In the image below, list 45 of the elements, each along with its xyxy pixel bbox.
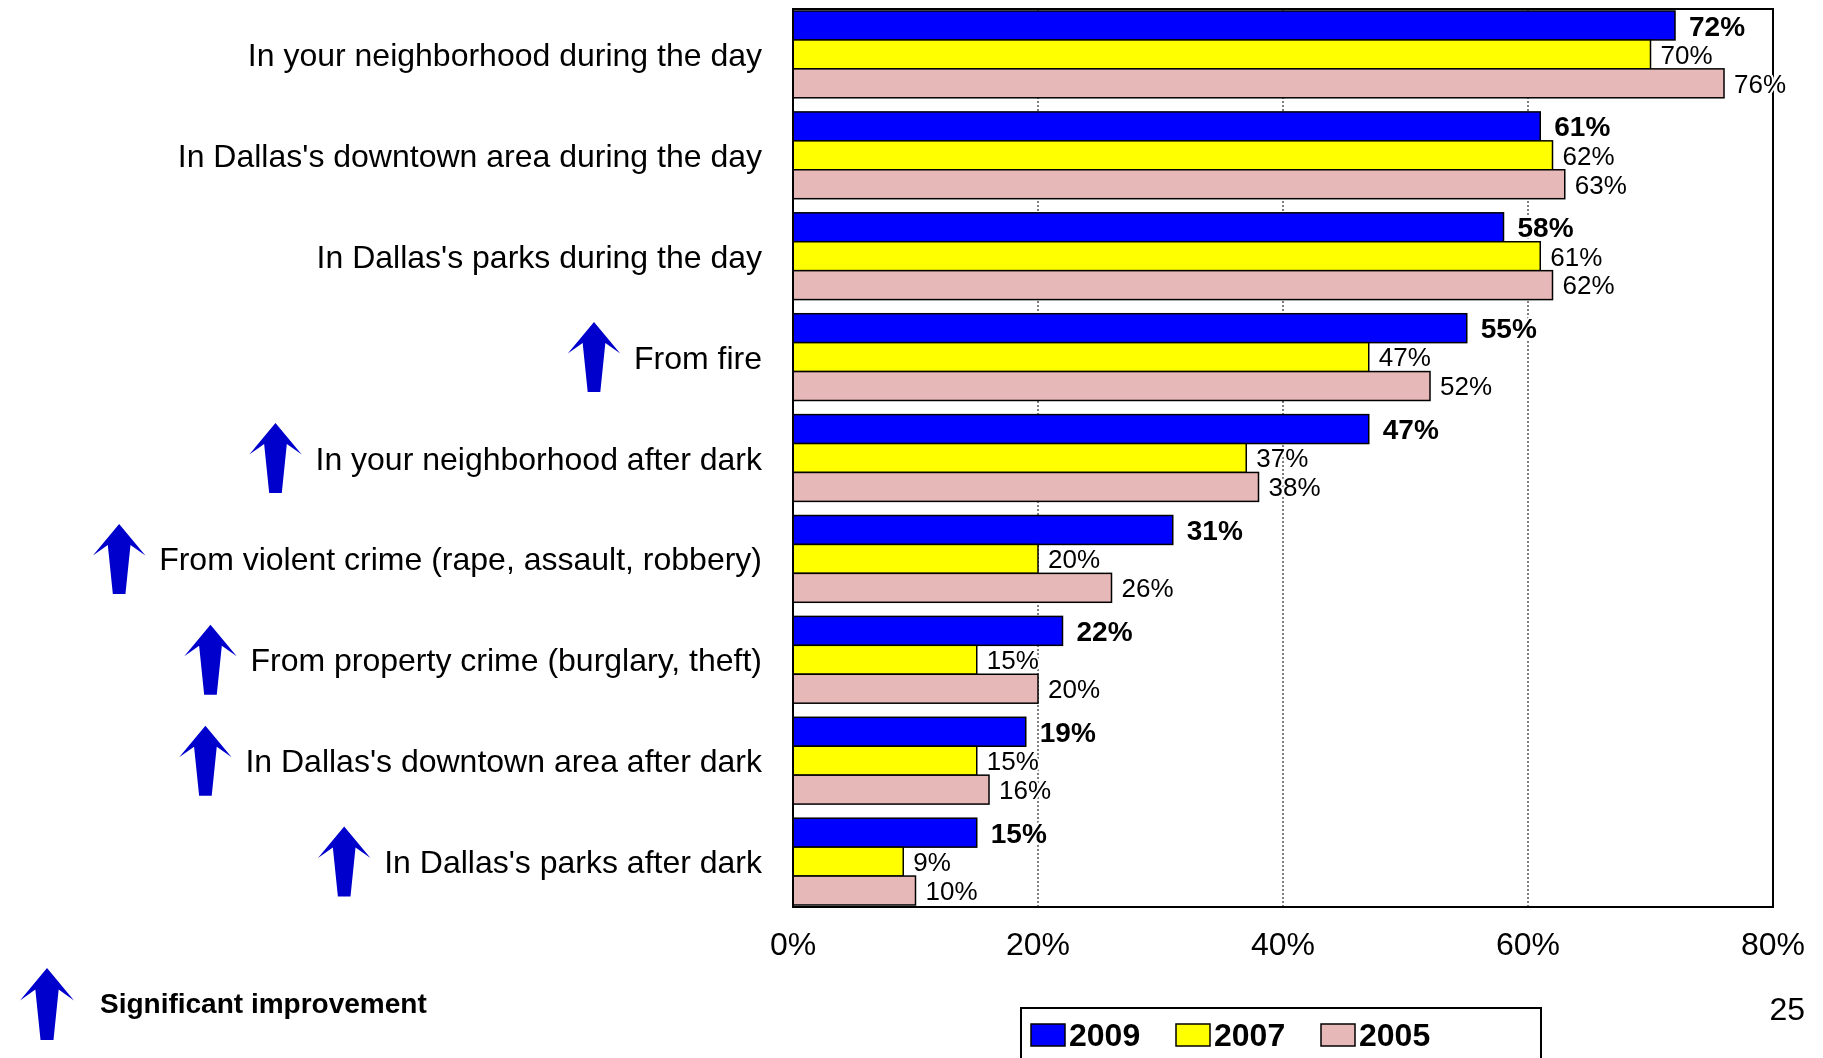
data-label: 9% [913,846,951,877]
y-tick-label: In your neighborhood during the day [247,36,762,73]
data-label: 16% [999,774,1052,805]
data-label: 61% [1550,241,1603,272]
data-label: 37% [1256,443,1309,474]
data-label: 20% [1048,674,1101,705]
data-label: 55% [1480,313,1537,345]
data-label: 19% [1039,716,1096,748]
data-label: 63% [1574,169,1627,200]
y-tick-label: In Dallas's parks during the day [316,238,762,275]
x-tick-label: 20% [1005,926,1071,962]
data-label: 26% [1121,573,1174,604]
data-label: 62% [1562,140,1615,171]
legend-label: 2009 [1069,1017,1141,1053]
legend-label: 2005 [1359,1017,1431,1053]
x-tick-label: 0% [769,926,817,962]
data-label: 15% [990,817,1047,849]
data-label: 15% [986,645,1039,676]
x-tick-label: 40% [1250,926,1316,962]
data-label: 62% [1562,270,1615,301]
y-tick-label: In Dallas's downtown area after dark [245,743,763,780]
text: Significant improvement [100,988,427,1019]
data-label: 31% [1186,515,1243,547]
data-label: 58% [1517,212,1574,244]
y-tick-label: From fire [634,339,762,376]
data-label: 15% [986,746,1039,777]
data-label: 61% [1554,111,1611,143]
data-label: 70% [1660,39,1713,70]
y-tick-label: From violent crime (rape, assault, robbery) [159,541,762,578]
data-label: 52% [1440,371,1493,402]
data-label: 38% [1268,472,1321,503]
data-label: 22% [1076,615,1133,647]
y-tick-label: In Dallas's parks after dark [384,844,763,881]
x-tick-label: 60% [1495,926,1561,962]
data-label: 20% [1048,544,1101,575]
y-tick-label: In Dallas's downtown area during the day [177,137,762,174]
text: 25 [1769,991,1805,1027]
data-label: 72% [1689,10,1746,42]
data-label: 47% [1382,414,1439,446]
data-label: 10% [925,875,978,906]
data-label: 47% [1378,342,1431,373]
y-tick-label: In your neighborhood after dark [315,440,763,477]
x-tick-label: 80% [1740,926,1806,962]
legend-label: 2007 [1214,1017,1286,1053]
y-tick-label: From property crime (burglary, theft) [250,642,762,679]
